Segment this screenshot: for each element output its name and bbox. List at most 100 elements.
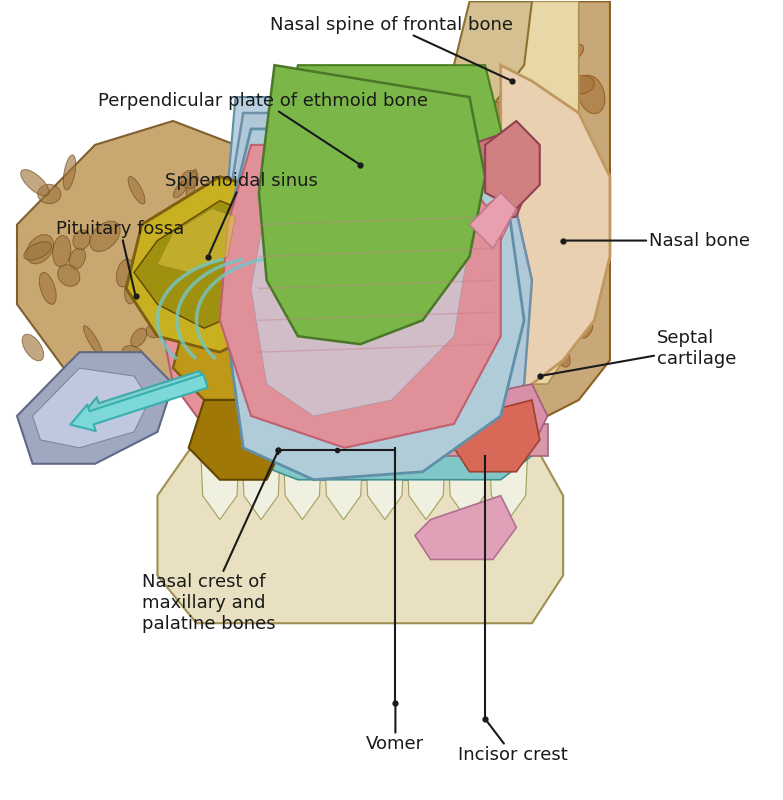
Polygon shape [495,180,516,201]
Text: Nasal spine of frontal bone: Nasal spine of frontal bone [270,16,513,80]
Polygon shape [181,170,198,189]
Polygon shape [298,265,508,288]
Polygon shape [489,440,528,519]
Polygon shape [530,306,565,318]
Polygon shape [511,305,543,338]
Polygon shape [502,211,535,227]
Text: Incisor crest: Incisor crest [457,721,568,764]
Polygon shape [532,174,554,187]
Polygon shape [573,137,588,156]
Polygon shape [204,424,547,456]
Polygon shape [568,76,594,94]
Polygon shape [515,133,545,154]
Polygon shape [236,416,532,480]
Polygon shape [489,35,515,70]
Polygon shape [117,259,133,287]
Polygon shape [58,265,80,286]
Polygon shape [501,244,522,268]
Polygon shape [228,129,524,480]
Polygon shape [126,177,298,352]
Polygon shape [52,235,71,267]
Polygon shape [73,230,90,250]
Polygon shape [561,283,582,301]
Polygon shape [27,234,53,264]
Polygon shape [519,252,545,282]
Polygon shape [38,184,61,204]
Polygon shape [580,262,601,286]
Polygon shape [144,249,157,263]
Polygon shape [505,116,530,143]
Polygon shape [131,328,146,347]
Polygon shape [173,179,189,198]
Polygon shape [189,400,282,480]
Polygon shape [63,154,76,190]
Polygon shape [548,68,572,92]
Polygon shape [39,273,56,305]
Polygon shape [69,248,85,269]
Polygon shape [510,174,542,190]
Polygon shape [487,140,506,162]
Polygon shape [17,352,173,464]
Polygon shape [33,368,150,448]
Polygon shape [512,95,545,127]
Polygon shape [157,209,236,273]
Polygon shape [242,440,280,519]
Polygon shape [210,218,233,246]
Polygon shape [134,201,275,328]
Polygon shape [298,336,508,360]
Polygon shape [186,170,197,200]
Polygon shape [580,322,593,338]
Polygon shape [454,129,532,225]
Polygon shape [491,102,519,130]
Polygon shape [22,334,44,361]
Polygon shape [485,132,507,152]
Text: Nasal crest of
maxillary and
palatine bones: Nasal crest of maxillary and palatine bo… [142,453,277,633]
Polygon shape [207,330,226,348]
Polygon shape [236,145,493,448]
Polygon shape [259,65,485,344]
Polygon shape [470,2,610,416]
Text: Sphenoidal sinus: Sphenoidal sinus [165,172,318,254]
Polygon shape [84,326,103,357]
Polygon shape [128,177,145,204]
FancyArrowPatch shape [70,374,207,431]
Polygon shape [501,2,579,384]
Polygon shape [560,88,574,104]
Text: Vomer: Vomer [366,706,424,754]
Text: Nasal bone: Nasal bone [566,231,750,250]
Polygon shape [479,16,511,39]
Polygon shape [134,201,275,328]
Polygon shape [516,22,547,46]
Polygon shape [20,170,49,196]
Polygon shape [366,440,404,519]
Polygon shape [501,65,610,416]
Polygon shape [572,242,583,259]
Polygon shape [177,262,202,290]
Polygon shape [23,242,52,260]
Polygon shape [509,286,536,323]
Polygon shape [220,113,532,480]
Polygon shape [547,242,572,265]
Polygon shape [577,269,594,287]
FancyArrowPatch shape [82,371,204,421]
Polygon shape [495,324,522,357]
Polygon shape [454,2,532,105]
Polygon shape [124,274,139,304]
Polygon shape [448,440,487,519]
Polygon shape [485,121,539,209]
Polygon shape [532,61,541,98]
Polygon shape [17,121,298,400]
Polygon shape [220,97,547,480]
Text: Perpendicular plate of ethmoid bone: Perpendicular plate of ethmoid bone [98,92,428,163]
Polygon shape [406,440,446,519]
Polygon shape [200,440,240,519]
Polygon shape [547,302,563,323]
Polygon shape [173,241,329,400]
Polygon shape [578,75,605,114]
Polygon shape [462,201,508,257]
Polygon shape [122,346,146,366]
Polygon shape [146,325,159,338]
Polygon shape [207,187,225,206]
Polygon shape [275,241,438,376]
Polygon shape [212,408,470,436]
